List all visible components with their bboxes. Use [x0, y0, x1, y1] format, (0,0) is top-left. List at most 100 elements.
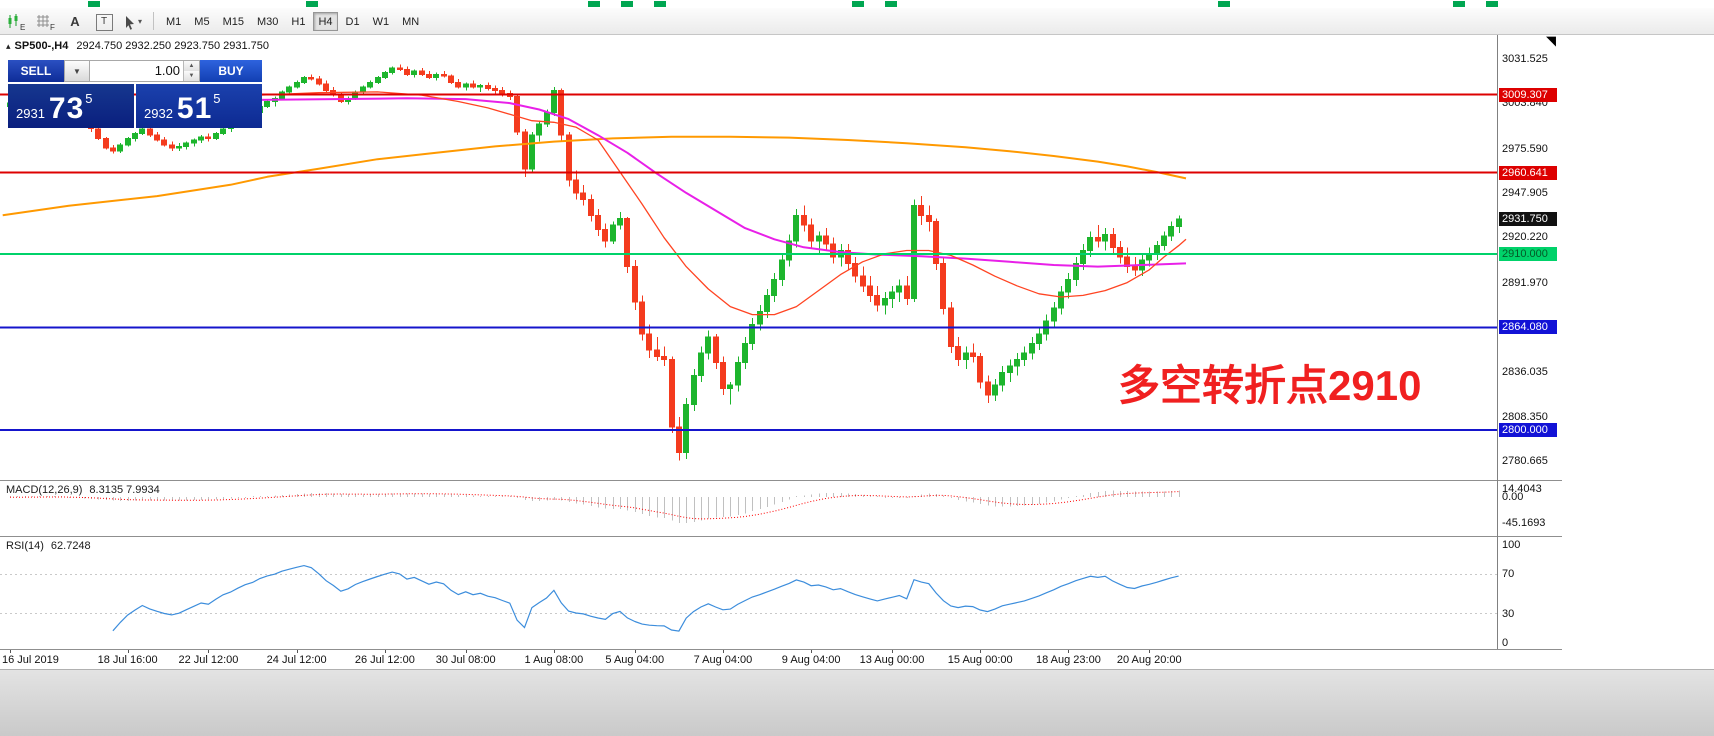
timeframe-button-d1[interactable]: D1	[345, 15, 360, 28]
candle	[551, 87, 557, 116]
candle	[977, 353, 983, 389]
candle	[117, 143, 123, 153]
candle	[801, 205, 807, 232]
timeframe-button-w1[interactable]: W1	[372, 15, 390, 28]
candle	[742, 337, 748, 370]
time-tick	[10, 650, 11, 653]
rsi-panel[interactable]	[0, 537, 1497, 649]
svg-text:F: F	[50, 23, 55, 31]
rsi-axis-label: 30	[1502, 607, 1515, 620]
candle	[845, 244, 851, 270]
candle	[463, 82, 469, 91]
candle	[940, 257, 946, 315]
candle	[676, 417, 682, 461]
rsi-line	[112, 564, 1179, 632]
time-label: 18 Jul 16:00	[97, 654, 158, 666]
price-tag-label: 2864.080	[1499, 320, 1557, 335]
time-tick	[980, 650, 981, 653]
text-t-icon: T	[95, 14, 113, 31]
rsi-name: RSI(14)	[6, 540, 44, 552]
timeframe-button-m5[interactable]: M5	[194, 15, 210, 28]
candle	[1124, 247, 1130, 273]
ma-line-fast	[259, 91, 1187, 316]
time-label: 15 Aug 00:00	[947, 654, 1013, 666]
price-axis[interactable]: 3031.525 3003.840 2975.590 2947.905 2920.220…	[1497, 35, 1567, 649]
candle	[610, 221, 616, 245]
volume-stepper: ▲ ▼	[183, 61, 199, 81]
sell-button[interactable]: SELL	[8, 60, 64, 82]
collapse-triangle-icon[interactable]: ▴	[6, 41, 11, 51]
macd-panel[interactable]	[0, 481, 1497, 536]
candle	[492, 85, 498, 94]
panel-resize-handle[interactable]	[0, 536, 1562, 537]
candle	[970, 343, 976, 363]
price-tick-label: 2780.665	[1502, 455, 1548, 468]
text-annotation-button[interactable]: A	[62, 11, 88, 31]
timeframe-button-h4[interactable]: H4	[313, 11, 338, 31]
volume-increase-button[interactable]: ▲	[184, 61, 199, 71]
macd-axis-label: -45.1693	[1502, 516, 1546, 529]
volume-dropdown-button[interactable]: ▼	[64, 60, 90, 82]
price-tick-label: 3031.525	[1502, 53, 1548, 65]
rsi-indicator-label: RSI(14) 62.7248	[6, 540, 91, 552]
text-tool-button[interactable]: T	[91, 11, 117, 31]
toolbar-green-mark-icon	[885, 1, 897, 7]
buy-price-panel[interactable]: 2932 51 5	[136, 84, 262, 128]
grid-button[interactable]: F	[33, 11, 59, 31]
sell-price-big-figure: 2931	[16, 106, 45, 121]
time-label: 30 Jul 08:00	[435, 654, 496, 666]
time-axis[interactable]: 16 Jul 2019 18 Jul 16:00 22 Jul 12:00 24 Ju…	[0, 650, 1497, 669]
timeframe-button-m15[interactable]: M15	[222, 15, 244, 28]
candle	[367, 80, 373, 89]
candle	[588, 194, 594, 222]
candle	[176, 143, 182, 152]
candle	[705, 330, 711, 360]
candlestick-chart-button[interactable]: E	[4, 11, 30, 31]
one-click-trading-panel: SELL ▼ 1.00 ▲ ▼ BUY 2931 73 5 2932 51 5	[8, 60, 262, 128]
buy-button[interactable]: BUY	[200, 60, 262, 82]
volume-decrease-button[interactable]: ▼	[184, 71, 199, 81]
candle	[896, 279, 902, 302]
autoscroll-triangle-icon: ◥	[1546, 33, 1556, 48]
time-tick	[554, 650, 555, 653]
toolbar-green-mark-icon	[1486, 1, 1498, 7]
timeframe-button-m1[interactable]: M1	[166, 15, 182, 28]
bottom-status-strip	[0, 669, 1714, 736]
candle	[683, 398, 689, 459]
candle	[1168, 221, 1174, 241]
timeframe-button-mn[interactable]: MN	[402, 15, 420, 28]
candle	[595, 208, 601, 237]
candle	[1110, 228, 1116, 254]
candle	[926, 205, 932, 232]
candle	[514, 95, 520, 136]
volume-field[interactable]: 1.00 ▲ ▼	[90, 60, 200, 82]
macd-axis-label: 0.00	[1502, 491, 1524, 504]
rsi-value: 62.7248	[50, 540, 91, 552]
candle	[1058, 285, 1064, 315]
candle	[345, 96, 351, 105]
sell-price-panel[interactable]: 2931 73 5	[8, 84, 134, 128]
candle	[1029, 337, 1035, 360]
price-chart[interactable]	[0, 35, 1497, 480]
candle	[999, 365, 1005, 392]
timeframe-button-m30[interactable]: M30	[256, 15, 279, 28]
candle	[536, 120, 542, 142]
svg-text:E: E	[20, 23, 25, 31]
buy-price-big-figure: 2932	[144, 106, 173, 121]
time-label: 16 Jul 2019	[2, 654, 59, 666]
candle	[389, 66, 395, 75]
time-tick	[1068, 650, 1069, 653]
grid-icon: F	[37, 15, 55, 31]
cursor-tool-button[interactable]: ▾	[120, 11, 146, 31]
time-tick	[723, 650, 724, 653]
time-label: 26 Jul 12:00	[354, 654, 415, 666]
chart-text-annotation[interactable]: 多空转折点2910	[1118, 362, 1422, 409]
candle	[838, 244, 844, 267]
panel-resize-handle[interactable]	[0, 480, 1562, 481]
ohlc-values: 2924.750 2932.250 2923.750 2931.750	[76, 40, 270, 52]
candle	[441, 71, 447, 78]
candle	[933, 218, 939, 270]
candle	[316, 75, 322, 86]
toolbar-green-mark-icon	[852, 1, 864, 7]
timeframe-button-h1[interactable]: H1	[291, 15, 306, 28]
